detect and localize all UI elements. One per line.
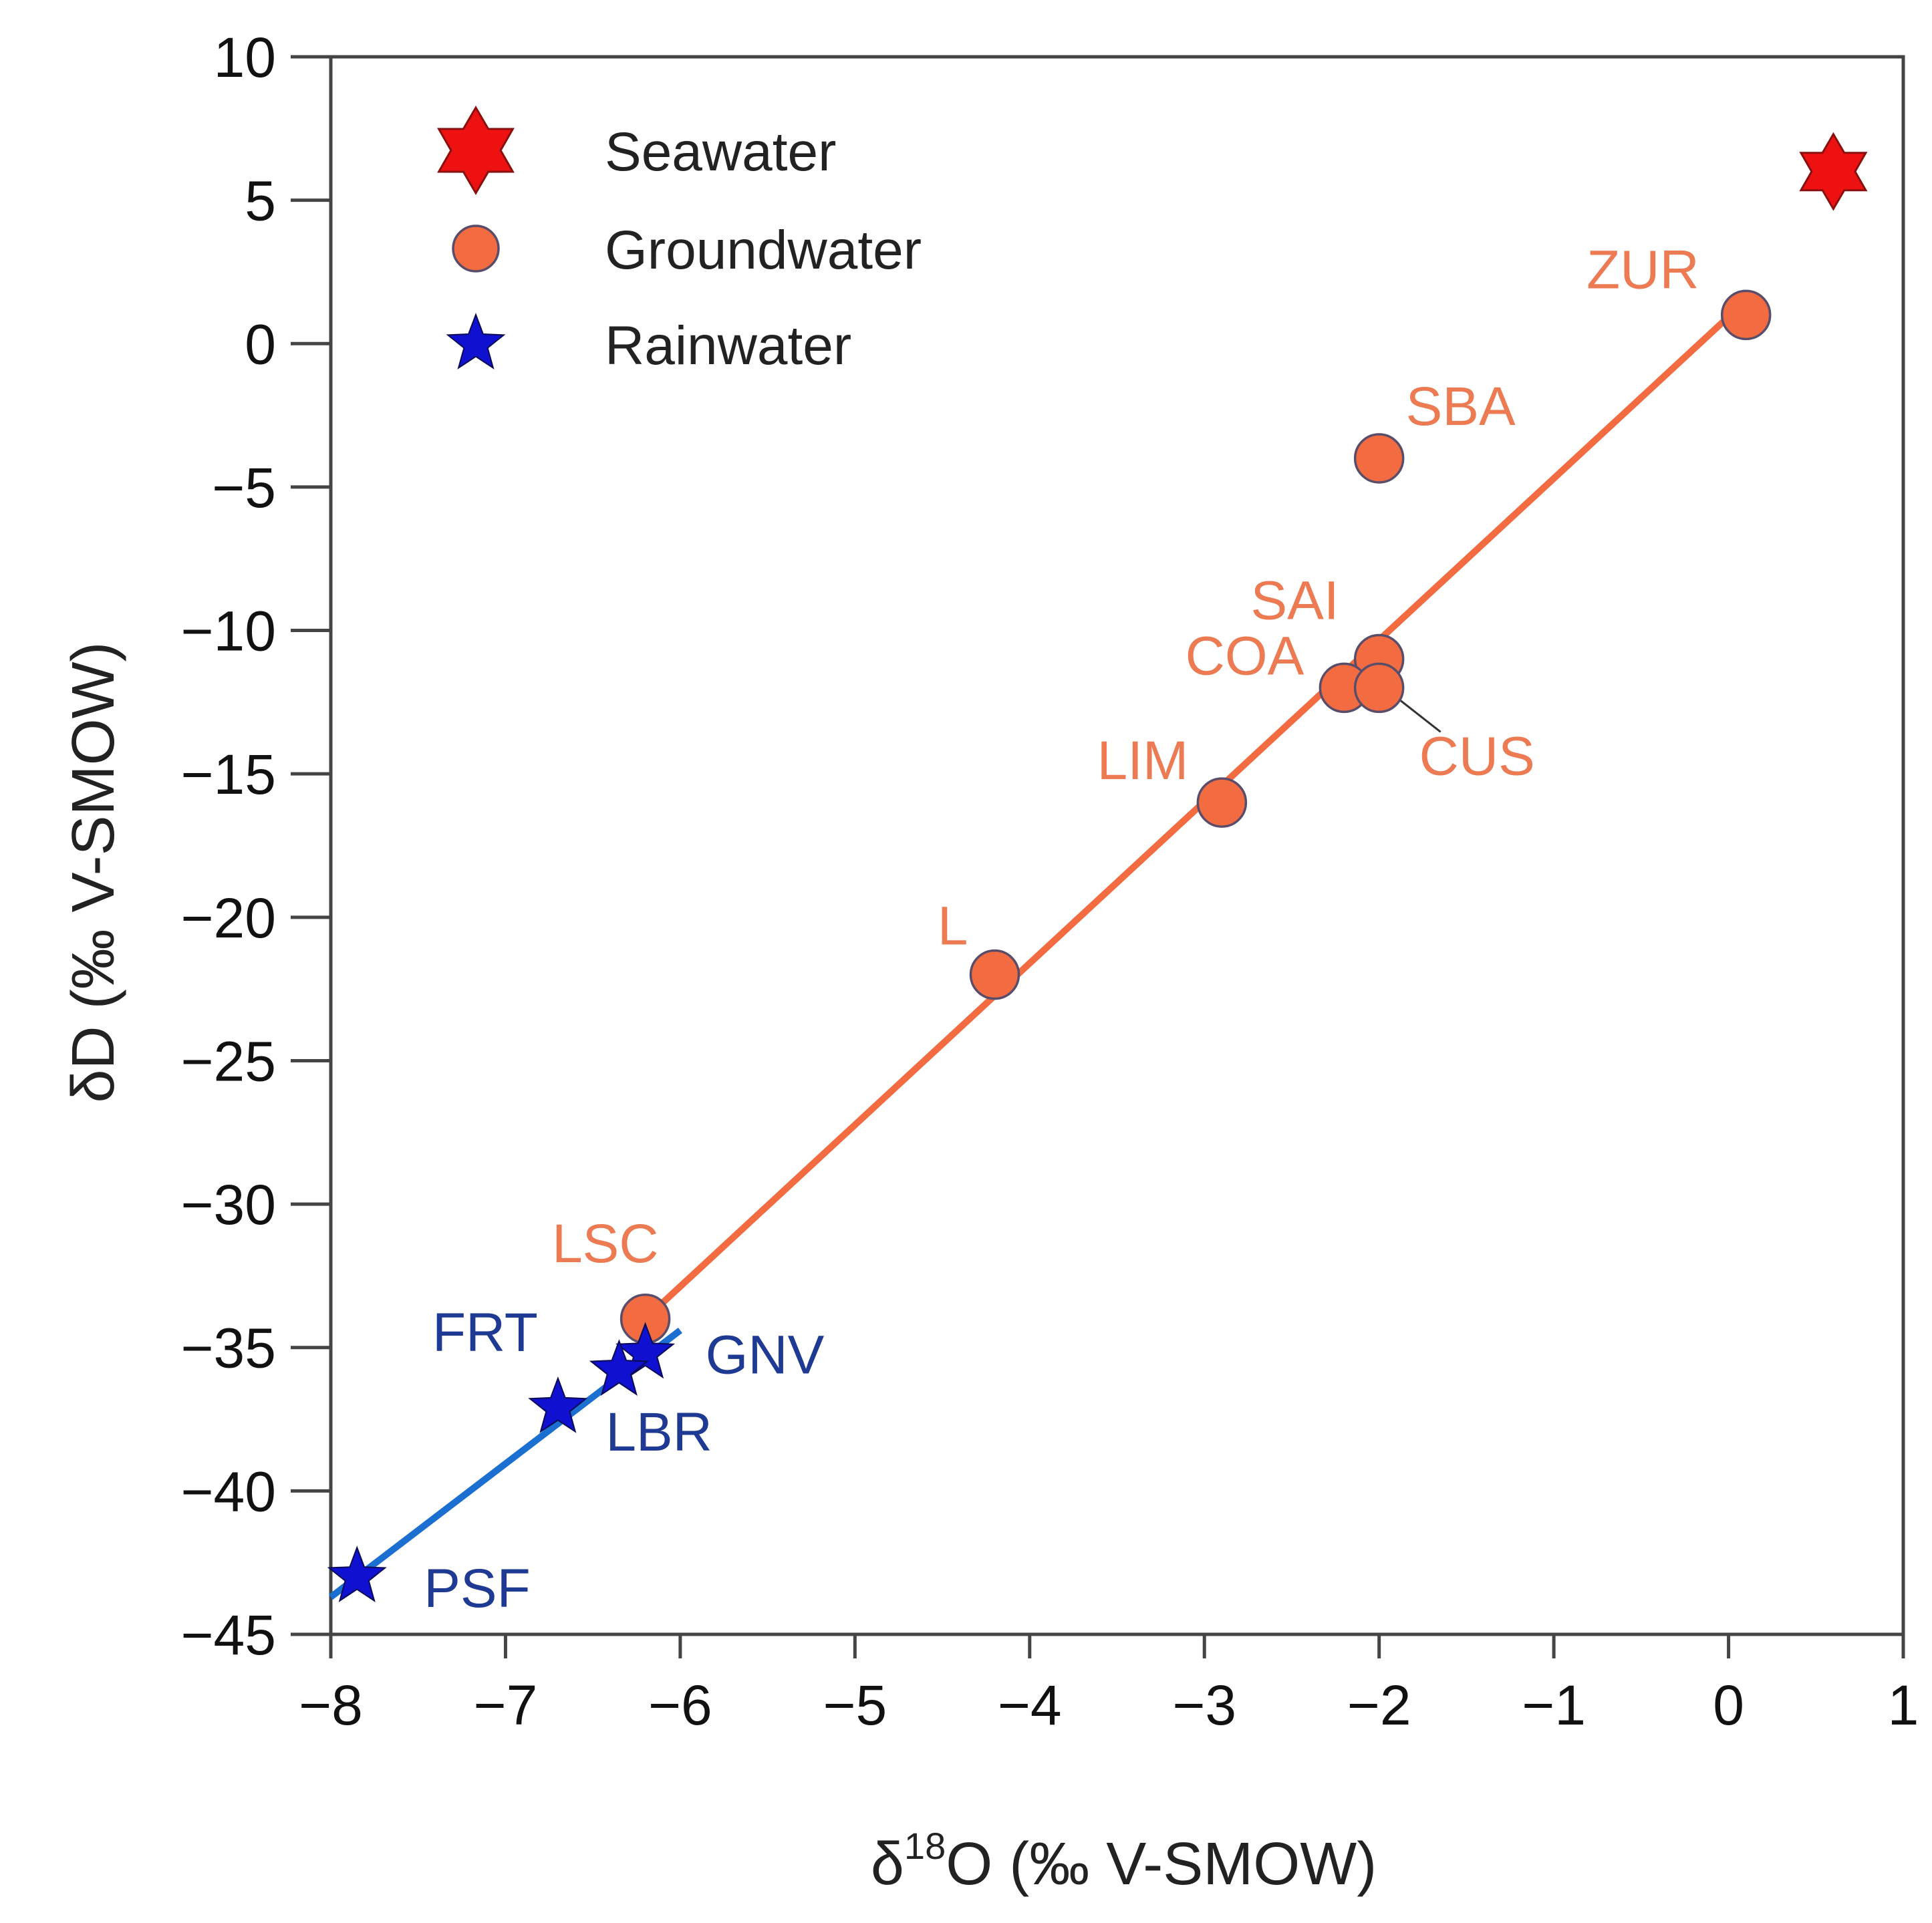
point-label-lim: LIM — [1097, 730, 1189, 791]
x-tick-label: −2 — [1347, 1674, 1411, 1737]
point-label-gnv: GNV — [706, 1324, 825, 1385]
x-tick-label: 0 — [1713, 1674, 1744, 1737]
point-label-psf: PSF — [424, 1558, 530, 1619]
rainwater-point-psf — [327, 1545, 387, 1603]
y-tick-label: 10 — [214, 26, 276, 89]
point-label-sba: SBA — [1406, 376, 1516, 437]
x-tick-label: −7 — [474, 1674, 538, 1737]
y-axis-title: δD (‰ V-SMOW) — [60, 641, 127, 1102]
y-tick-label: 0 — [245, 313, 276, 376]
y-tick-label: −45 — [181, 1604, 277, 1666]
x-tick-label: −6 — [648, 1674, 712, 1737]
y-tick-label: −25 — [181, 1030, 277, 1092]
x-tick-label: −5 — [823, 1674, 887, 1737]
x-axis-title-prefix: δ — [871, 1831, 904, 1898]
groundwater-trend-line — [643, 298, 1749, 1322]
legend-label-groundwater: Groundwater — [605, 220, 922, 281]
x-axis-title-suffix: O (‰ V-SMOW) — [946, 1831, 1377, 1898]
rainwater-point-lbr — [589, 1339, 649, 1396]
x-tick-label: −4 — [998, 1674, 1062, 1737]
groundwater-point-l — [969, 949, 1020, 1000]
groundwater-point-sba — [1353, 433, 1405, 484]
y-tick-label: −20 — [181, 887, 277, 949]
groundwater-point-zur — [1720, 289, 1772, 341]
x-axis-title-sup: 18 — [904, 1825, 946, 1867]
point-label-coa: COA — [1186, 625, 1304, 686]
groundwater-point-cus — [1353, 662, 1405, 714]
y-tick-label: −10 — [181, 600, 277, 663]
y-tick-label: −35 — [181, 1317, 277, 1380]
rainwater-point-frt — [528, 1376, 588, 1433]
point-label-zur: ZUR — [1586, 239, 1699, 300]
x-tick-label: −3 — [1172, 1674, 1236, 1737]
point-label-lbr: LBR — [605, 1402, 712, 1463]
legend-marker-seawater — [437, 106, 515, 195]
point-label-sai: SAI — [1250, 570, 1339, 631]
point-label-l: L — [938, 896, 968, 957]
legend-marker-rainwater — [446, 313, 506, 369]
point-label-frt: FRT — [432, 1302, 538, 1363]
x-tick-label: −8 — [299, 1674, 363, 1737]
y-tick-label: −30 — [181, 1173, 277, 1236]
x-tick-label: −1 — [1522, 1674, 1586, 1737]
rainwater-point-gnv — [615, 1322, 676, 1379]
point-label-lsc: LSC — [552, 1213, 659, 1274]
legend-label-seawater: Seawater — [605, 122, 836, 182]
plot-frame — [329, 55, 1905, 1636]
seawater-point-seawater — [1799, 132, 1868, 211]
legend-marker-groundwater — [452, 225, 500, 273]
x-axis-title: δ18O (‰ V-SMOW) — [871, 1825, 1377, 1898]
point-label-cus: CUS — [1419, 726, 1535, 786]
y-tick-label: −5 — [212, 456, 276, 519]
y-tick-label: −15 — [181, 743, 277, 806]
legend-label-rainwater: Rainwater — [605, 315, 851, 376]
legend: Seawater Groundwater Rainwater — [437, 106, 922, 376]
groundwater-point-lim — [1196, 777, 1248, 828]
y-tick-label: −40 — [181, 1460, 277, 1523]
axes-layer: −8 −7 −6 −5 −4 −3 −2 −1 0 11050−5−10−15−20−25−30−… — [60, 26, 1919, 1898]
y-tick-label: 5 — [245, 170, 276, 233]
data-points-layer — [327, 132, 1868, 1603]
x-tick-label: 1 — [1888, 1674, 1919, 1737]
